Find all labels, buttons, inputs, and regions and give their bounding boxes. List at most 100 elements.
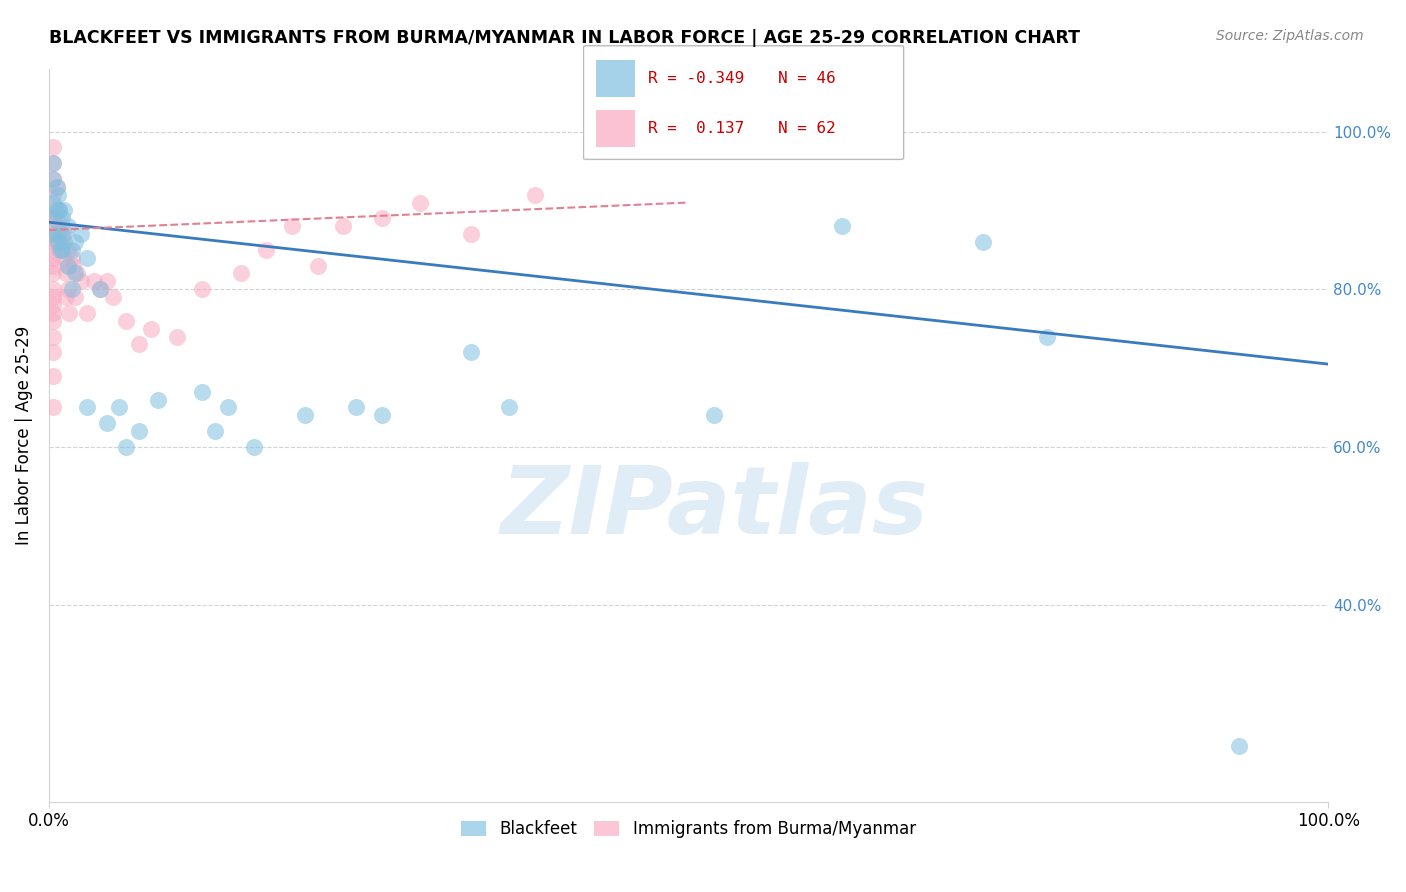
Point: [42, 203, 65, 218]
Point: [63, 235, 86, 249]
Point: [55, 290, 77, 304]
Point: [63, 267, 86, 281]
Point: [51, 227, 73, 241]
Point: [46, 187, 69, 202]
Point: [49, 243, 72, 257]
Bar: [596, 110, 636, 146]
Point: [42, 251, 65, 265]
Point: [460, 345, 482, 359]
Point: [42, 187, 65, 202]
Point: [101, 290, 124, 304]
Point: [76, 251, 98, 265]
Point: [1035, 329, 1057, 343]
Text: N = 46: N = 46: [778, 70, 835, 86]
Point: [60, 243, 83, 257]
Point: [48, 227, 70, 241]
Point: [63, 290, 86, 304]
Point: [48, 203, 70, 218]
Point: [76, 306, 98, 320]
Point: [42, 298, 65, 312]
Point: [60, 251, 83, 265]
Point: [55, 267, 77, 281]
Point: [281, 219, 304, 234]
Bar: [596, 60, 636, 97]
Point: [53, 251, 76, 265]
Point: [42, 267, 65, 281]
Text: Source: ZipAtlas.com: Source: ZipAtlas.com: [1216, 29, 1364, 43]
Point: [96, 416, 118, 430]
Point: [42, 243, 65, 257]
Point: [42, 156, 65, 170]
Point: [128, 337, 150, 351]
Point: [114, 440, 136, 454]
Point: [66, 267, 89, 281]
Text: R =  0.137: R = 0.137: [648, 120, 744, 136]
Point: [42, 140, 65, 154]
Point: [166, 329, 188, 343]
Point: [89, 282, 111, 296]
Point: [114, 314, 136, 328]
Text: BLACKFEET VS IMMIGRANTS FROM BURMA/MYANMAR IN LABOR FORCE | AGE 25-29 CORRELATIO: BLACKFEET VS IMMIGRANTS FROM BURMA/MYANM…: [49, 29, 1080, 46]
Point: [42, 156, 65, 170]
Point: [46, 235, 69, 249]
Point: [70, 227, 93, 241]
Point: [229, 267, 252, 281]
Point: [42, 211, 65, 226]
Point: [45, 227, 67, 241]
Point: [42, 219, 65, 234]
Point: [89, 282, 111, 296]
Point: [45, 203, 67, 218]
Y-axis label: In Labor Force | Age 25-29: In Labor Force | Age 25-29: [15, 326, 32, 545]
Point: [42, 235, 65, 249]
Point: [45, 235, 67, 249]
Point: [42, 282, 65, 296]
Point: [42, 290, 65, 304]
Point: [42, 195, 65, 210]
Point: [146, 392, 169, 407]
Point: [972, 235, 994, 249]
Point: [831, 219, 853, 234]
Text: ZIPatlas: ZIPatlas: [501, 462, 928, 554]
Point: [56, 219, 79, 234]
Point: [53, 235, 76, 249]
Point: [96, 274, 118, 288]
Point: [42, 329, 65, 343]
FancyBboxPatch shape: [583, 45, 904, 160]
Point: [332, 219, 354, 234]
Point: [498, 401, 520, 415]
Point: [191, 384, 214, 399]
Point: [58, 306, 80, 320]
Point: [51, 211, 73, 226]
Point: [48, 203, 70, 218]
Point: [460, 227, 482, 241]
Point: [51, 243, 73, 257]
Point: [49, 235, 72, 249]
Point: [191, 282, 214, 296]
Text: R = -0.349: R = -0.349: [648, 70, 744, 86]
Point: [83, 274, 105, 288]
Point: [42, 227, 65, 241]
Point: [76, 401, 98, 415]
Point: [42, 306, 65, 320]
Point: [42, 368, 65, 383]
Point: [409, 195, 432, 210]
Point: [45, 179, 67, 194]
Point: [344, 401, 367, 415]
Point: [204, 424, 226, 438]
Point: [62, 259, 84, 273]
Point: [294, 409, 316, 423]
Text: N = 62: N = 62: [778, 120, 835, 136]
Point: [60, 282, 83, 296]
Point: [42, 172, 65, 186]
Point: [307, 259, 329, 273]
Point: [108, 401, 131, 415]
Point: [45, 179, 67, 194]
Point: [42, 345, 65, 359]
Point: [42, 401, 65, 415]
Point: [56, 243, 79, 257]
Point: [128, 424, 150, 438]
Point: [70, 274, 93, 288]
Point: [370, 211, 392, 226]
Point: [370, 409, 392, 423]
Point: [254, 243, 277, 257]
